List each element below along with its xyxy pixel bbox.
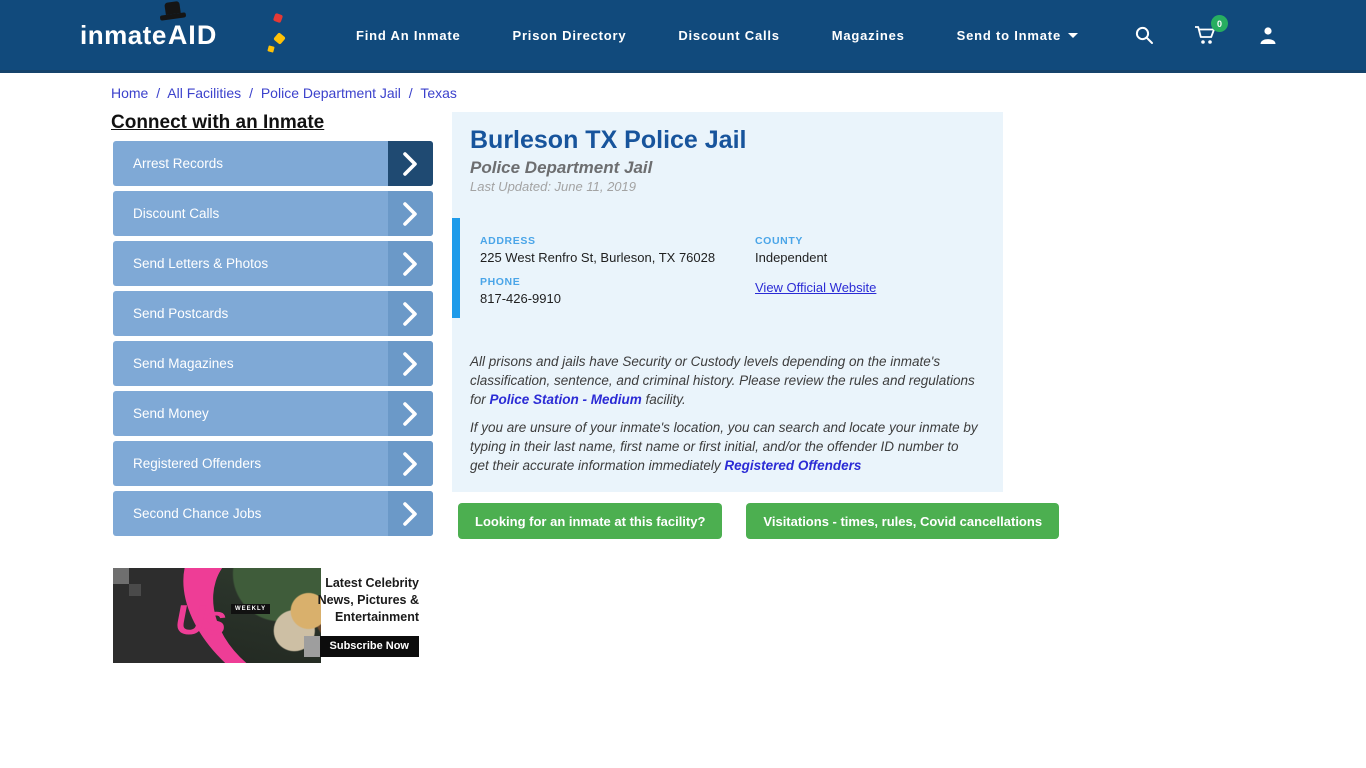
sidebar-heading: Connect with an Inmate (111, 112, 325, 133)
top-navbar: inmate AID Find An Inmate Prison Directo… (0, 0, 1366, 73)
chevron-right-icon (388, 491, 433, 536)
logo-accent-red (272, 12, 284, 23)
cart-icon[interactable]: 0 (1194, 15, 1228, 46)
registered-offenders-link[interactable]: Registered Offenders (724, 458, 862, 473)
address-value: 225 West Renfro St, Burleson, TX 76028 (480, 250, 716, 265)
breadcrumb: Home / All Facilities / Police Departmen… (111, 85, 457, 101)
search-icon[interactable] (1134, 25, 1154, 45)
sidebar-item-send-magazines[interactable]: Send Magazines (113, 341, 433, 386)
sidebar-item-send-letters-photos[interactable]: Send Letters & Photos (113, 241, 433, 286)
ad-decor-square (113, 568, 129, 584)
address-block: ADDRESS 225 West Renfro St, Burleson, TX… (480, 235, 715, 265)
nav-item-send-to-inmate[interactable]: Send to Inmate (957, 28, 1078, 43)
breadcrumb-separator: / (408, 85, 413, 101)
logo-accent-yellow-small (267, 44, 275, 53)
visitations-button[interactable]: Visitations - times, rules, Covid cancel… (746, 503, 1060, 539)
sidebar-item-arrest-records[interactable]: Arrest Records (113, 141, 433, 186)
inmateaid-logo[interactable]: inmate AID (80, 0, 286, 53)
logo-text-aid: AID (167, 19, 218, 50)
nav-item-prison-directory[interactable]: Prison Directory (512, 27, 627, 43)
breadcrumb-police-department-jail[interactable]: Police Department Jail (260, 85, 401, 101)
county-label: COUNTY (755, 235, 803, 247)
ad-text-area: Latest Celebrity News, Pictures & Entert… (303, 568, 433, 663)
action-buttons: Looking for an inmate at this facility? … (458, 503, 1060, 539)
police-station-medium-link[interactable]: Police Station - Medium (489, 392, 642, 407)
chevron-right-icon (388, 241, 433, 286)
breadcrumb-separator: / (249, 85, 253, 101)
county-value: Independent (755, 250, 828, 265)
page-title: Burleson TX Police Jail (470, 126, 747, 154)
phone-value: 817-426-9910 (480, 291, 561, 306)
sidebar-item-discount-calls[interactable]: Discount Calls (113, 191, 433, 236)
subscribe-now-button[interactable]: Subscribe Now (319, 635, 419, 657)
facility-panel: Burleson TX Police Jail Police Departmen… (452, 112, 1003, 492)
sidebar-item-second-chance-jobs[interactable]: Second Chance Jobs (113, 491, 433, 536)
nav-item-send-to-inmate-label: Send to Inmate (956, 27, 1061, 43)
nav-item-discount-calls[interactable]: Discount Calls (678, 27, 780, 43)
locate-paragraph: If you are unsure of your inmate's locat… (470, 420, 978, 473)
us-weekly-badge: WEEKLY (231, 604, 271, 614)
sidebar-item-send-money[interactable]: Send Money (113, 391, 433, 436)
address-label: ADDRESS (480, 235, 536, 247)
chevron-right-icon (388, 391, 433, 436)
sidebar: Arrest Records Discount Calls Send Lette… (113, 141, 433, 536)
facility-subtitle: Police Department Jail (470, 158, 653, 177)
account-icon[interactable] (1258, 25, 1278, 45)
sidebar-item-send-postcards[interactable]: Send Postcards (113, 291, 433, 336)
looking-for-inmate-button[interactable]: Looking for an inmate at this facility? (458, 503, 723, 539)
phone-label: PHONE (480, 276, 521, 288)
official-website-link[interactable]: View Official Website (755, 280, 877, 295)
us-weekly-logo: Us (175, 596, 227, 643)
chevron-right-icon (388, 191, 433, 236)
nav-links: Find An Inmate Prison Directory Discount… (270, 28, 1134, 43)
county-block: COUNTY Independent (755, 235, 827, 265)
chevron-right-icon (388, 141, 433, 186)
chevron-down-icon (1067, 32, 1078, 38)
breadcrumb-texas[interactable]: Texas (420, 85, 457, 101)
last-updated: Last Updated: June 11, 2019 (470, 179, 636, 194)
ad-cta-decor (303, 635, 320, 657)
phone-block: PHONE 817-426-9910 (480, 276, 561, 306)
breadcrumb-separator: / (156, 85, 161, 101)
ad-cta-row: Subscribe Now (303, 635, 419, 657)
chevron-right-icon (388, 441, 433, 486)
cart-count-badge: 0 (1211, 15, 1228, 32)
breadcrumb-all-facilities[interactable]: All Facilities (167, 85, 242, 101)
nav-item-magazines[interactable]: Magazines (831, 27, 905, 43)
chevron-right-icon (388, 291, 433, 336)
sidebar-item-registered-offenders[interactable]: Registered Offenders (113, 441, 433, 486)
ad-headline: Latest Celebrity News, Pictures & Entert… (317, 575, 419, 624)
nav-item-find-an-inmate[interactable]: Find An Inmate (355, 27, 461, 43)
nav-icons: 0 (1134, 15, 1278, 46)
logo-text-inmate: inmate (80, 19, 167, 50)
accent-bar (452, 218, 460, 318)
security-paragraph: All prisons and jails have Security or C… (470, 354, 975, 407)
breadcrumb-home[interactable]: Home (111, 85, 149, 101)
us-weekly-ad-banner[interactable]: Us WEEKLY Latest Celebrity News, Picture… (113, 568, 433, 663)
ad-decor-square (129, 584, 141, 596)
chevron-right-icon (388, 341, 433, 386)
